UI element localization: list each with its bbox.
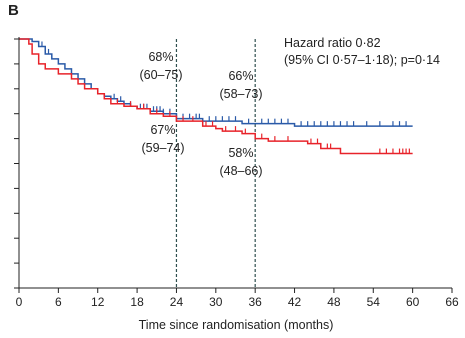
axes: 0 6 12 18 24 30 36 42 48 54 60 66 (14, 37, 459, 309)
series-line-blue (19, 38, 413, 127)
x-tick-label: 18 (130, 295, 144, 309)
panel-label: B (8, 2, 19, 19)
x-tick-label: 54 (367, 295, 381, 309)
hazard-ratio-line2: (95% CI 0·57–1·18); p=0·14 (284, 53, 440, 67)
x-axis-label: Time since randomisation (months) (139, 318, 334, 332)
x-tick-label: 24 (170, 295, 184, 309)
series-line-red (19, 38, 413, 155)
x-tick-label: 0 (16, 295, 23, 309)
x-tick-label: 36 (249, 295, 263, 309)
series-group (19, 38, 413, 155)
x-tick-label: 48 (327, 295, 341, 309)
x-tick-label: 12 (91, 295, 105, 309)
x-tick-label: 6 (55, 295, 62, 309)
reference-lines (175, 39, 256, 288)
x-tick-label: 60 (406, 295, 420, 309)
x-tick-label: 30 (209, 295, 223, 309)
annotation-percent: 58% (228, 146, 253, 160)
annotation-ci: (59–74) (141, 141, 184, 155)
annotations: 68% (60–75) 67% (59–74) 66% (58–73) 58% (48–66) (139, 50, 262, 178)
x-tick-label: 66 (445, 295, 459, 309)
annotation-percent: 66% (228, 69, 253, 83)
annotation-ci: (58–73) (219, 87, 262, 101)
annotation-ci: (48–66) (219, 164, 262, 178)
annotation-percent: 67% (150, 123, 175, 137)
hazard-ratio-line1: Hazard ratio 0·82 (284, 36, 381, 50)
x-tick-label: 42 (288, 295, 302, 309)
annotation-percent: 68% (148, 50, 173, 64)
annotation-ci: (60–75) (139, 68, 182, 82)
